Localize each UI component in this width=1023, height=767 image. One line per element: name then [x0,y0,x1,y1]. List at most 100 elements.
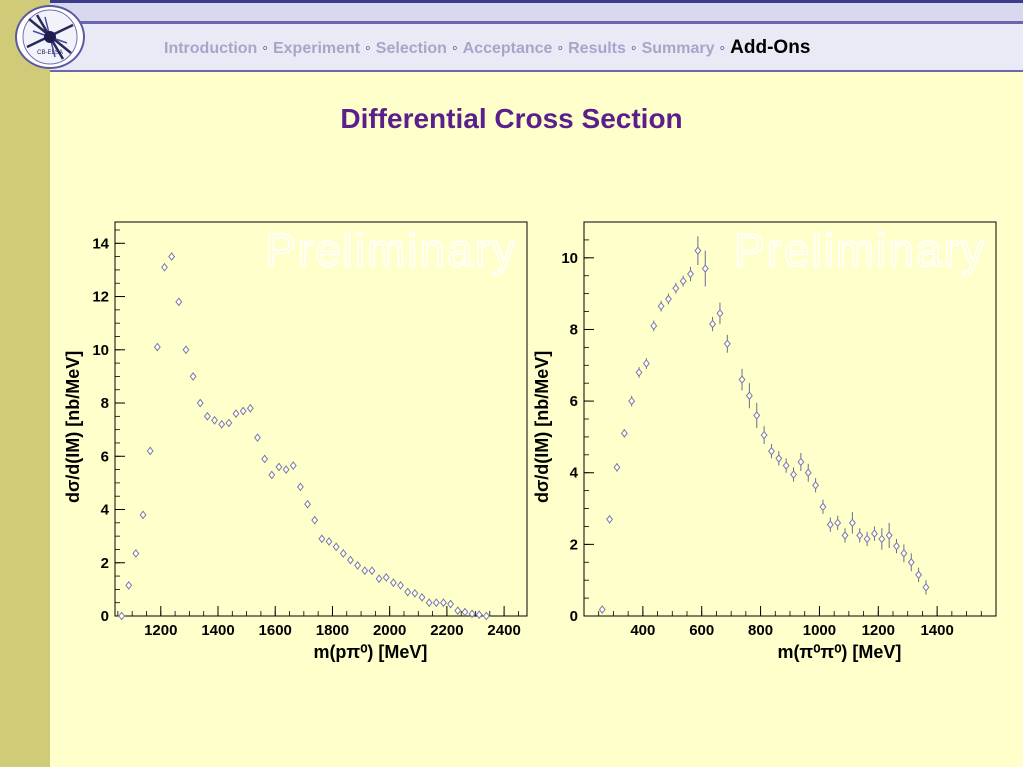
data-point [701,250,709,287]
y-axis-label: dσ/d(IM) [nb/MeV] [532,351,552,503]
marker [760,430,768,440]
marker [907,557,915,567]
data-point [900,544,908,563]
data-point [361,566,369,576]
data-point [339,549,347,558]
marker [650,321,658,331]
marker [672,283,680,293]
data-point [679,275,687,287]
data-point [175,297,183,307]
data-point [311,515,319,525]
marker [628,396,636,406]
y-tick-label: 0 [570,608,578,625]
data-point [642,358,650,369]
marker [368,566,376,576]
data-point [354,561,362,570]
y-tick-label: 6 [101,448,109,465]
x-tick-label: 1200 [862,622,895,639]
marker [139,510,147,520]
data-point [885,522,893,548]
y-tick-label: 8 [570,321,578,338]
marker [804,468,812,478]
data-point [650,320,658,332]
data-point [797,453,805,471]
marker [863,534,871,544]
data-point [232,409,240,418]
y-tick-label: 6 [570,393,578,410]
marker [768,446,775,456]
marker [375,574,383,584]
nav-item-results[interactable]: Results [568,40,626,57]
marker [893,541,900,551]
data-point [382,573,390,582]
data-point [368,566,376,576]
data-point [161,262,168,272]
marker [203,412,211,421]
marker [819,502,827,512]
marker [211,416,219,425]
data-point [475,610,483,619]
plot-frame [114,221,528,617]
marker [168,252,176,261]
nav-item-acceptance[interactable]: Acceptance [462,40,553,57]
marker [432,598,440,607]
marker [826,520,834,529]
nav-item-experiment[interactable]: Experiment [272,40,361,57]
data-point [834,515,842,531]
data-point [687,266,694,282]
y-tick-label: 0 [101,608,109,625]
marker [347,555,354,565]
marker [411,589,419,598]
data-point [871,526,878,541]
marker [606,514,614,524]
data-point [790,467,797,482]
nav-item-selection[interactable]: Selection [375,40,447,57]
y-tick-label: 4 [101,502,110,519]
x-axis-label: m(pπ⁰) [MeV] [313,642,427,662]
x-axis-label: m(π⁰π⁰) [MeV] [777,642,901,662]
cb-elsa-logo[interactable]: CB-ELSA [15,5,85,69]
marker [354,561,362,570]
data-point [447,599,455,609]
marker [282,465,290,474]
marker [189,372,197,381]
data-point [118,611,126,621]
marker [289,461,297,470]
data-point [304,499,311,509]
data-point [246,404,254,413]
nav-item-add-ons[interactable]: Add-Ons [730,37,811,58]
data-point [745,383,753,409]
nav-item-introduction[interactable]: Introduction [164,40,258,57]
marker [196,398,204,408]
x-tick-label: 1600 [259,622,292,639]
data-point [282,465,290,474]
marker [598,605,606,614]
marker [745,391,753,401]
marker [856,531,864,540]
data-point [826,517,834,532]
data-point [848,512,856,534]
data-point [218,420,226,429]
nav-item-summary[interactable]: Summary [641,40,715,57]
x-tick-label: 2400 [487,622,520,639]
x-tick-label: 1200 [144,622,177,639]
marker [642,359,650,368]
nav-separator: ◦ [262,40,268,57]
data-point [672,282,680,294]
marker [239,406,247,416]
marker [841,531,849,540]
data-point [440,598,447,607]
marker [318,534,326,544]
marker [246,404,254,413]
marker [922,583,930,592]
data-point [613,463,621,472]
y-tick-label: 10 [561,250,578,267]
marker [871,529,878,538]
data-point [768,444,775,459]
marker [296,482,304,492]
data-point [723,334,731,353]
data-point [132,549,140,558]
marker [613,463,621,472]
data-point [261,454,269,464]
plot-frame [583,221,997,617]
